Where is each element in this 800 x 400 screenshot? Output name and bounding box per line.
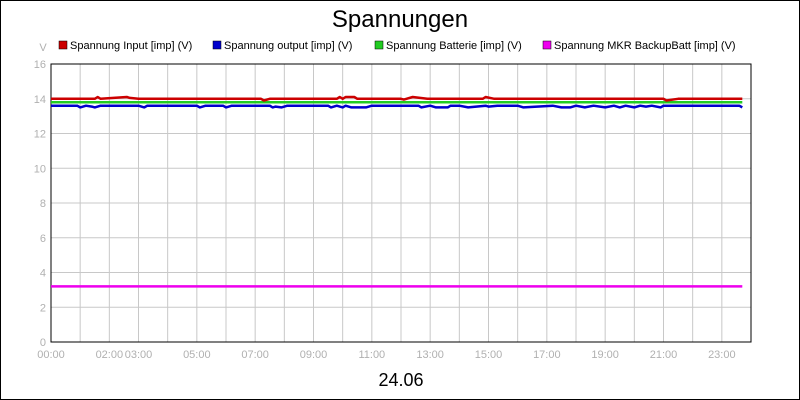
x-tick-label: 00:00 bbox=[37, 349, 65, 361]
legend-item: Spannung Batterie [imp] (V) bbox=[374, 40, 522, 52]
series-line-2 bbox=[51, 104, 743, 109]
y-axis-ticks: 0 2 4 6 8 10 12 14 16 bbox=[34, 59, 46, 349]
y-tick-label: 10 bbox=[34, 163, 46, 175]
y-tick-label: 4 bbox=[40, 268, 46, 280]
x-tick-label: 03:00 bbox=[125, 349, 153, 361]
legend-item: Spannung MKR BackupBatt [imp] (V) bbox=[542, 40, 736, 52]
y-tick-label: 2 bbox=[40, 302, 46, 314]
chart-legend: Spannung Input [imp] (V) Spannung output … bbox=[58, 40, 736, 52]
x-tick-label: 02:00 bbox=[96, 349, 124, 361]
x-tick-label: 13:00 bbox=[416, 349, 444, 361]
x-tick-label: 23:00 bbox=[708, 349, 736, 361]
y-tick-label: 6 bbox=[40, 233, 46, 245]
y-tick-label: 8 bbox=[40, 198, 46, 210]
x-tick-label: 15:00 bbox=[475, 349, 503, 361]
x-tick-label: 05:00 bbox=[183, 349, 211, 361]
legend-label: Spannung MKR BackupBatt [imp] (V) bbox=[554, 40, 736, 52]
x-tick-label: 07:00 bbox=[241, 349, 269, 361]
x-tick-label: 17:00 bbox=[533, 349, 561, 361]
legend-item: Spannung Input [imp] (V) bbox=[58, 40, 192, 52]
legend-swatch bbox=[542, 40, 552, 50]
y-tick-label: 0 bbox=[40, 337, 46, 349]
legend-label: Spannung output [imp] (V) bbox=[224, 40, 352, 52]
x-tick-label: 11:00 bbox=[358, 349, 385, 361]
chart-grid bbox=[51, 64, 751, 342]
y-axis-unit-label: V bbox=[39, 42, 47, 54]
x-tick-label: 21:00 bbox=[650, 349, 678, 361]
y-tick-label: 12 bbox=[34, 129, 46, 141]
series-lines bbox=[51, 95, 743, 288]
chart-title: Spannungen bbox=[332, 6, 468, 33]
x-tick-label: 09:00 bbox=[300, 349, 328, 361]
legend-swatch bbox=[212, 40, 222, 50]
series-line-1 bbox=[51, 95, 743, 102]
legend-swatch bbox=[58, 40, 68, 50]
legend-label: Spannung Input [imp] (V) bbox=[70, 40, 192, 52]
legend-item: Spannung output [imp] (V) bbox=[212, 40, 352, 52]
y-tick-label: 14 bbox=[34, 94, 46, 106]
plot-area bbox=[50, 63, 752, 343]
y-tick-label: 16 bbox=[34, 59, 46, 71]
legend-swatch bbox=[374, 40, 384, 50]
x-tick-label: 19:00 bbox=[591, 349, 619, 361]
x-axis-ticks: 00:00 02:00 03:00 05:00 07:00 09:00 11:00 13:00… bbox=[37, 349, 735, 361]
date-label: 24.06 bbox=[378, 370, 423, 390]
legend-label: Spannung Batterie [imp] (V) bbox=[386, 40, 522, 52]
